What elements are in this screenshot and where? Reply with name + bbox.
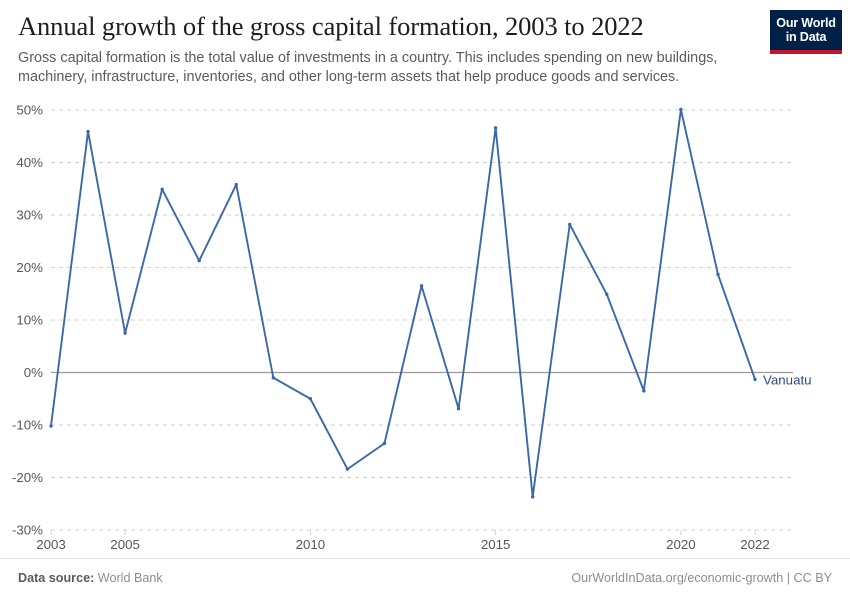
- x-axis-tick-label: 2005: [110, 537, 140, 550]
- y-axis-tick-label: -20%: [12, 470, 43, 485]
- series-points[interactable]: [49, 107, 757, 499]
- x-axis-tick-label: 2015: [481, 537, 511, 550]
- y-axis-tick-label: -30%: [12, 523, 43, 538]
- y-axis-tick-label: 50%: [16, 103, 43, 118]
- data-source: Data source: World Bank: [18, 571, 163, 585]
- series-end-labels[interactable]: Vanuatu: [763, 372, 812, 387]
- series-lines[interactable]: [50, 108, 756, 498]
- data-point[interactable]: [382, 441, 387, 446]
- data-point[interactable]: [86, 129, 90, 134]
- data-point[interactable]: [308, 397, 313, 401]
- data-point[interactable]: [456, 407, 461, 411]
- x-axis-tick-label: 2003: [36, 537, 66, 550]
- gridlines: [51, 109, 793, 531]
- y-axis-tick-label: 20%: [16, 260, 43, 275]
- chart-header: Annual growth of the gross capital forma…: [18, 11, 748, 87]
- data-point[interactable]: [530, 495, 535, 499]
- chart-footer: Data source: World Bank OurWorldInData.o…: [0, 558, 850, 600]
- y-axis-tick-label: 40%: [16, 155, 43, 170]
- plot-area[interactable]: 50% 40% 30% 20% 10% 0% -10% -20% -30% 2003 2005 20…: [0, 95, 850, 551]
- data-point[interactable]: [679, 107, 683, 112]
- y-axis-tick-label: 10%: [16, 313, 43, 328]
- x-axis-tick-label: 2022: [740, 537, 770, 550]
- data-point[interactable]: [642, 389, 646, 393]
- data-point[interactable]: [493, 126, 498, 130]
- series-label-vanuatu[interactable]: Vanuatu: [763, 372, 812, 387]
- data-point[interactable]: [160, 187, 164, 191]
- our-world-in-data-logo[interactable]: Our World in Data: [770, 10, 842, 54]
- data-point[interactable]: [49, 424, 53, 428]
- data-source-label: Data source:: [18, 571, 95, 585]
- x-axis-tick-label: 2010: [296, 537, 326, 550]
- page-title: Annual growth of the gross capital forma…: [18, 11, 644, 41]
- logo-line-2: in Data: [785, 30, 827, 45]
- data-point[interactable]: [716, 272, 720, 277]
- data-point[interactable]: [271, 376, 276, 380]
- y-axis-tick-labels: 50% 40% 30% 20% 10% 0% -10% -20% -30%: [12, 103, 43, 538]
- y-axis-tick-label: -10%: [12, 418, 43, 433]
- data-point[interactable]: [419, 284, 424, 288]
- data-point[interactable]: [197, 258, 201, 263]
- logo-line-1: Our World: [776, 16, 836, 30]
- y-axis-tick-label: 30%: [16, 208, 43, 223]
- data-point[interactable]: [605, 292, 609, 296]
- series-line-vanuatu[interactable]: [50, 108, 756, 498]
- x-axis: [50, 530, 756, 535]
- x-axis-tick-label: 2020: [666, 537, 696, 550]
- attribution-link[interactable]: OurWorldInData.org/economic-growth | CC …: [571, 571, 832, 585]
- data-source-value: World Bank: [97, 571, 163, 585]
- data-point[interactable]: [234, 182, 238, 187]
- chart-subtitle: Gross capital formation is the total val…: [18, 49, 718, 85]
- data-point[interactable]: [568, 222, 572, 227]
- y-axis-tick-label: 0%: [24, 365, 43, 380]
- data-point[interactable]: [345, 467, 350, 471]
- x-axis-tick-labels: 2003 2005 2010 2015 2020 2022: [36, 537, 770, 550]
- data-point[interactable]: [753, 377, 757, 382]
- line-chart-svg[interactable]: 50%40%30%20%10%0%-10%-20%-30% 2003 2005 20…: [0, 95, 850, 551]
- data-point[interactable]: [123, 331, 127, 335]
